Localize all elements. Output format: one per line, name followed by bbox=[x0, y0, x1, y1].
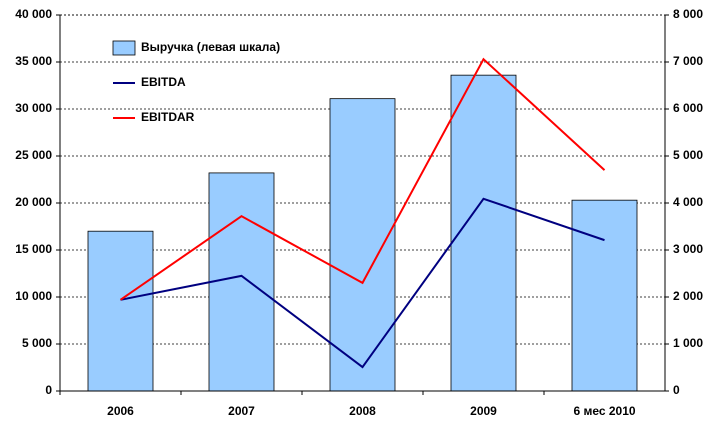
y2-tick-label: 1 000 bbox=[673, 336, 703, 350]
line bbox=[120, 197, 605, 369]
x-tick-label: 6 мес 2010 bbox=[573, 404, 635, 418]
y-tick-label: 5 000 bbox=[22, 336, 52, 350]
x-tick-label: 2006 bbox=[107, 404, 134, 418]
bar bbox=[571, 199, 638, 392]
y2-tick-label: 0 bbox=[673, 383, 680, 397]
y2-tick-label: 4 000 bbox=[673, 195, 703, 209]
x-tick-label: 2009 bbox=[470, 404, 497, 418]
line bbox=[119, 57, 606, 301]
y-tick-label: 15 000 bbox=[15, 242, 52, 256]
x-tick-label: 2008 bbox=[349, 404, 376, 418]
bar bbox=[208, 172, 275, 392]
y-tick-label: 35 000 bbox=[15, 54, 52, 68]
y-tick-label: 10 000 bbox=[15, 289, 52, 303]
legend-label: EBITDAR bbox=[141, 110, 195, 124]
y-tick-label: 20 000 bbox=[15, 195, 52, 209]
bar bbox=[87, 230, 154, 392]
legend-label: Выручка (левая шкала) bbox=[141, 40, 280, 54]
y-tick-label: 25 000 bbox=[15, 148, 52, 162]
legend-bg bbox=[139, 40, 334, 56]
y-tick-label: 0 bbox=[45, 383, 52, 397]
x-tick-label: 2007 bbox=[228, 404, 255, 418]
y2-tick-label: 6 000 bbox=[673, 101, 703, 115]
y2-tick-label: 3 000 bbox=[673, 242, 703, 256]
y2-tick-label: 7 000 bbox=[673, 54, 703, 68]
bar bbox=[329, 98, 396, 392]
y2-tick-label: 8 000 bbox=[673, 7, 703, 21]
legend-bg bbox=[139, 110, 199, 126]
y2-tick-label: 5 000 bbox=[673, 148, 703, 162]
legend-bg bbox=[139, 75, 199, 91]
y2-tick-label: 2 000 bbox=[673, 289, 703, 303]
legend-label: EBITDA bbox=[141, 75, 186, 89]
bar bbox=[450, 74, 517, 392]
legend-swatch bbox=[112, 40, 136, 56]
y-tick-label: 30 000 bbox=[15, 101, 52, 115]
y-tick-label: 40 000 bbox=[15, 7, 52, 21]
